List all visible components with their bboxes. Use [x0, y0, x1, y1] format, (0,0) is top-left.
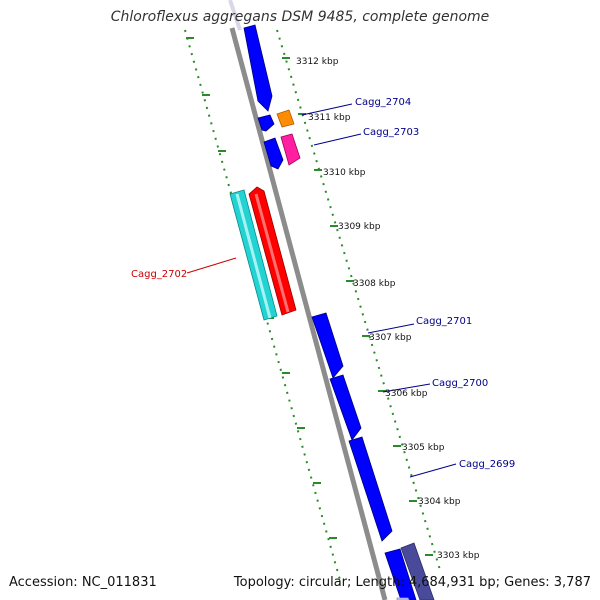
gene-label-cagg-2701[interactable]: Cagg_2701 [416, 316, 472, 327]
tick-label-3304: 3304 kbp [418, 497, 461, 507]
gene-label-cagg-2699[interactable]: Cagg_2699 [459, 459, 515, 470]
gene-cagg-2703[interactable] [280, 133, 301, 166]
major-ticks-outer [282, 57, 433, 556]
map-title: Chloroflexus aggregans DSM 9485, complet… [110, 9, 490, 25]
gene-cagg-2705[interactable] [243, 24, 273, 112]
tick-label-3303: 3303 kbp [437, 551, 480, 561]
gene-cagg-2702-red-highlight [254, 193, 290, 313]
gene-cagg-2697[interactable] [400, 542, 435, 600]
tick-label-3311: 3311 kbp [308, 113, 351, 123]
backbone [229, 27, 388, 600]
gene-cagg-2699[interactable] [348, 436, 393, 542]
gene-label-cagg-2704[interactable]: Cagg_2704 [355, 97, 411, 108]
tick-label-3309: 3309 kbp [338, 222, 381, 232]
gene-label-cagg-2700[interactable]: Cagg_2700 [432, 378, 488, 389]
gene-label-cagg-2702[interactable]: Cagg_2702 [131, 269, 187, 280]
gene-cagg-2702-cyan-highlight [235, 193, 272, 319]
gene-cagg-2698[interactable] [384, 548, 417, 600]
tick-label-3305: 3305 kbp [402, 443, 445, 453]
outer-tick-track [276, 29, 441, 571]
tick-label-3306: 3306 kbp [385, 389, 428, 399]
tick-label-3308: 3308 kbp [353, 279, 396, 289]
backbone-highlight [228, 0, 242, 31]
gene-label-cagg-2703[interactable]: Cagg_2703 [363, 127, 419, 138]
tick-label-3310: 3310 kbp [323, 168, 366, 178]
tick-label-3307: 3307 kbp [369, 333, 412, 343]
gene-cagg-2703-blue[interactable] [263, 137, 284, 170]
tick-label-3312: 3312 kbp [296, 57, 339, 67]
leader-lines [186, 103, 457, 478]
accession-label: Accession: NC_011831 [9, 575, 157, 590]
gene-cagg-2701[interactable] [311, 312, 344, 379]
genome-summary-label: Topology: circular; Length: 4,684,931 bp… [233, 575, 591, 590]
gene-cagg-2704-orange[interactable] [276, 109, 295, 128]
gene-cagg-2700[interactable] [329, 374, 362, 441]
gene-cagg-2704[interactable] [257, 114, 275, 132]
